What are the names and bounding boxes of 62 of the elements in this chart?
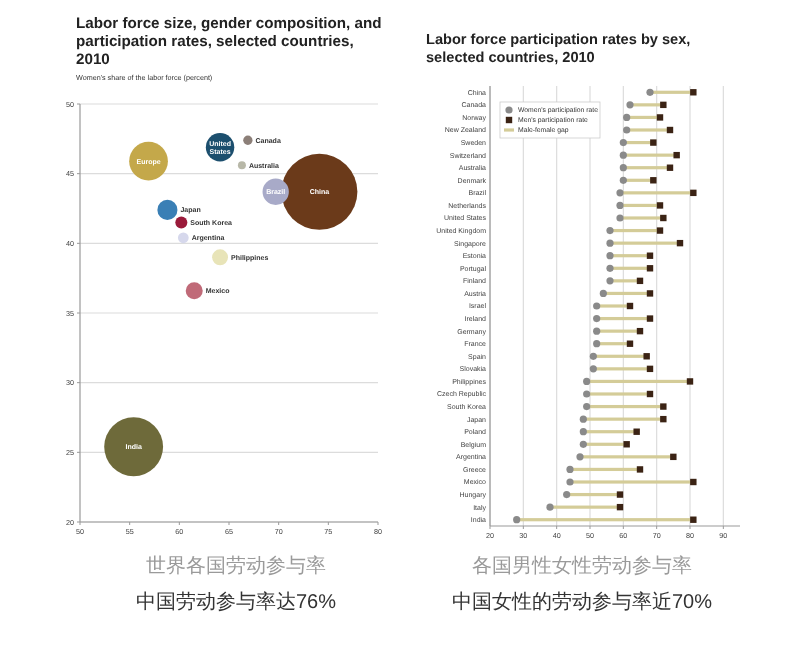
point	[513, 516, 521, 524]
point	[656, 114, 664, 121]
point	[576, 453, 584, 461]
point	[593, 327, 601, 335]
point	[593, 302, 601, 310]
point	[690, 189, 697, 197]
point	[599, 289, 607, 298]
point	[606, 252, 614, 260]
point	[583, 377, 591, 386]
point	[579, 440, 587, 448]
text: 中国劳动参与率达76%	[135, 590, 337, 614]
point	[636, 466, 644, 473]
point	[583, 402, 591, 411]
point	[616, 189, 624, 197]
point	[616, 491, 624, 498]
point	[546, 503, 554, 511]
point	[606, 264, 614, 272]
point	[670, 453, 677, 461]
text: 各国男性女性劳动参与率	[472, 554, 692, 578]
point	[646, 290, 654, 297]
point	[619, 151, 627, 159]
point	[579, 428, 587, 436]
point	[643, 353, 650, 360]
point	[593, 340, 601, 348]
point	[566, 465, 574, 474]
point	[660, 101, 667, 109]
point	[690, 478, 697, 486]
point	[660, 403, 667, 410]
point	[563, 490, 571, 499]
point	[690, 516, 697, 523]
point	[619, 138, 627, 147]
point	[623, 126, 631, 134]
point	[606, 239, 614, 247]
point	[606, 226, 614, 235]
text: 世界各国劳动参与率	[146, 554, 326, 578]
point	[606, 277, 614, 285]
point	[623, 441, 630, 448]
point	[583, 390, 591, 398]
point	[656, 227, 664, 234]
point	[660, 214, 667, 222]
point	[589, 365, 597, 373]
text: 中国女性的劳动参与率近70%	[451, 590, 713, 614]
point	[579, 415, 587, 423]
point	[690, 89, 697, 96]
point	[626, 101, 634, 109]
point	[656, 202, 664, 209]
point	[619, 176, 627, 184]
point	[633, 428, 640, 435]
point	[660, 415, 667, 423]
point	[650, 139, 657, 146]
point	[623, 113, 631, 122]
point	[686, 378, 694, 385]
point	[619, 164, 627, 172]
point	[646, 315, 654, 322]
point	[566, 478, 574, 486]
point	[650, 177, 657, 184]
point	[593, 314, 601, 323]
point	[589, 352, 597, 360]
point	[646, 88, 654, 96]
point	[673, 151, 680, 159]
point	[616, 214, 624, 222]
point	[616, 201, 624, 210]
